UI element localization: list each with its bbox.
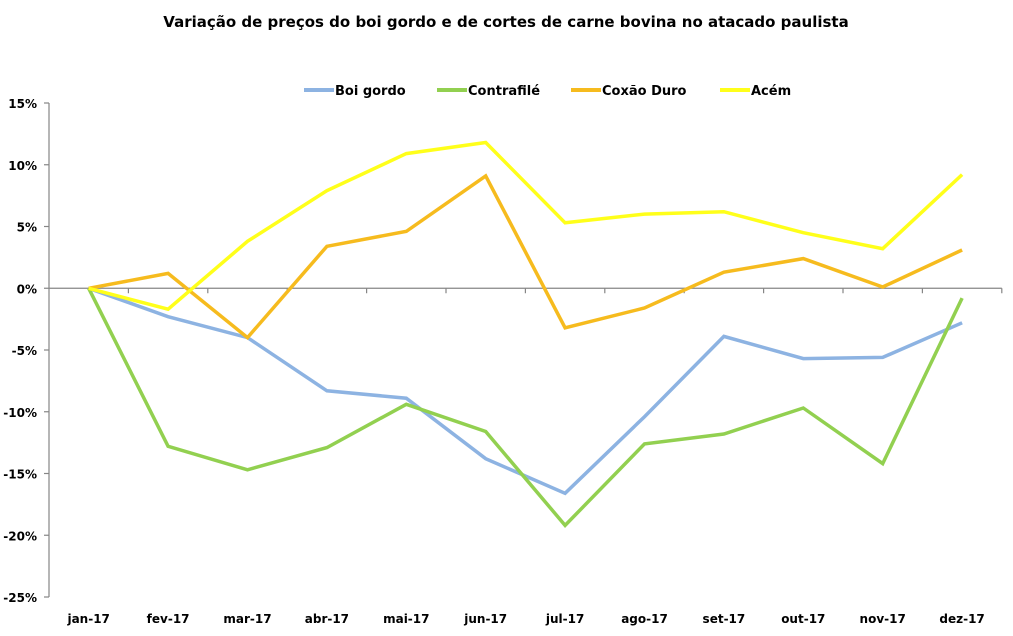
legend-label: Boi gordo	[335, 84, 406, 99]
series-line-cox-o-duro	[89, 176, 962, 338]
legend-item: Boi gordo	[304, 84, 406, 99]
y-tick-label: -25%	[3, 591, 37, 605]
series-line-contrafil-	[89, 288, 962, 525]
y-tick-label: -5%	[12, 344, 37, 358]
x-tick-label: ago-17	[621, 612, 668, 626]
legend-item: Coxão Duro	[571, 84, 687, 99]
y-tick-label: -10%	[3, 406, 37, 420]
x-tick-label: jun-17	[463, 612, 507, 626]
x-tick-label: set-17	[703, 612, 746, 626]
y-tick-label: 15%	[8, 97, 37, 111]
legend-item: Contrafilé	[437, 84, 540, 99]
chart-title: Variação de preços do boi gordo e de cor…	[163, 13, 848, 31]
series-line-ac-m	[89, 143, 962, 310]
axes: 15% 10% 5% 0% -5% -10% -15% -20% -25% jan-17 fev-1…	[3, 97, 1002, 626]
x-tick-label: mai-17	[383, 612, 429, 626]
x-tick-label: dez-17	[939, 612, 984, 626]
legend-item: Acém	[720, 84, 791, 99]
y-tick-label: -15%	[3, 468, 37, 482]
x-tick-label: fev-17	[147, 612, 190, 626]
x-tick-label: abr-17	[305, 612, 349, 626]
legend-label: Acém	[751, 84, 791, 99]
legend-label: Coxão Duro	[602, 84, 687, 99]
y-tick-label: 0%	[17, 282, 37, 296]
series-group	[89, 142, 963, 525]
x-tick-label: jan-17	[66, 612, 109, 626]
y-tick-label: 5%	[17, 221, 37, 235]
legend-label: Contrafilé	[468, 84, 540, 99]
y-tick-label: 10%	[8, 159, 37, 173]
x-tick-label: nov-17	[860, 612, 906, 626]
x-tick-label: out-17	[781, 612, 825, 626]
legend: Boi gordo Contrafilé Coxão Duro Acém	[304, 84, 791, 99]
x-tick-label: mar-17	[223, 612, 271, 626]
x-tick-label: jul-17	[545, 612, 584, 626]
y-tick-label: -20%	[3, 529, 37, 543]
